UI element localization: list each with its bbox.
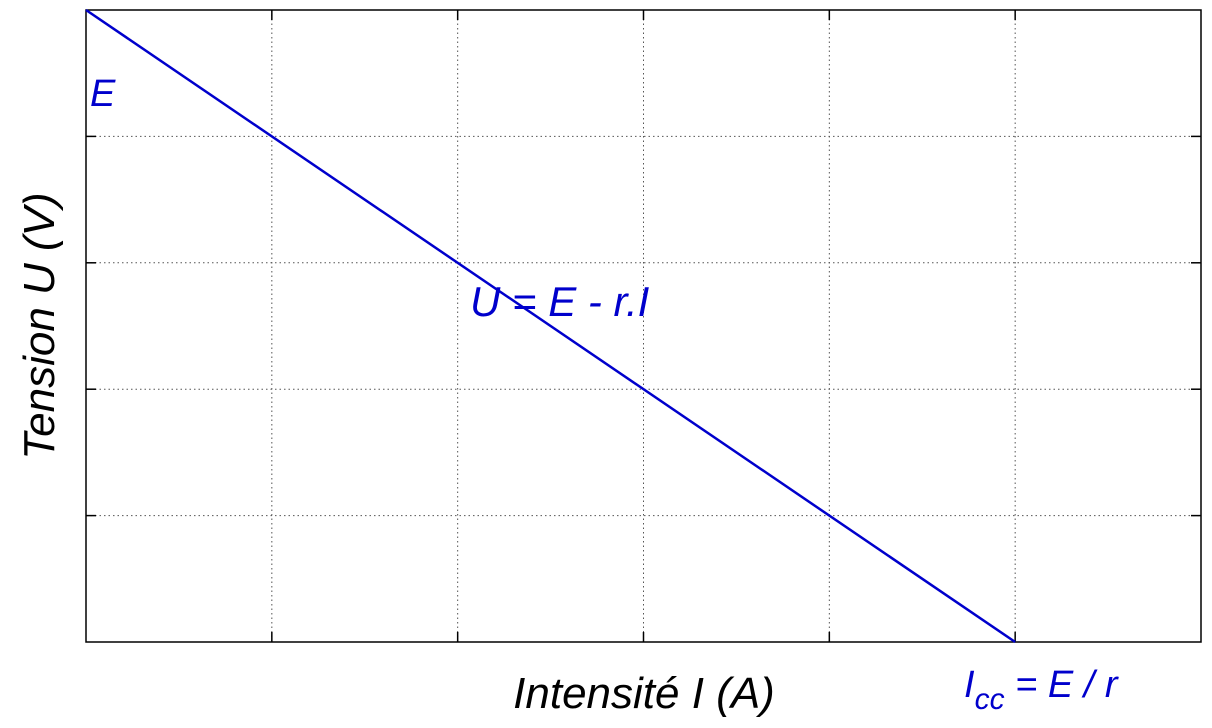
y-axis-label: Tension U (V) — [15, 192, 64, 459]
vertical-grid-lines — [271, 10, 1016, 642]
icc-rest: = E / r — [1005, 664, 1119, 706]
icc-main: I — [964, 664, 975, 706]
series-line-0 — [85, 8, 1016, 644]
equation-annotation: U = E - r.I — [470, 278, 650, 325]
icc-subscript: cc — [975, 683, 1005, 716]
e-annotation: E — [90, 73, 116, 115]
axis-ticks — [86, 10, 1201, 642]
icc-annotation: Icc = E / r — [964, 664, 1119, 716]
x-axis-label: Intensité I (A) — [513, 669, 775, 718]
series-layer — [85, 8, 1016, 644]
